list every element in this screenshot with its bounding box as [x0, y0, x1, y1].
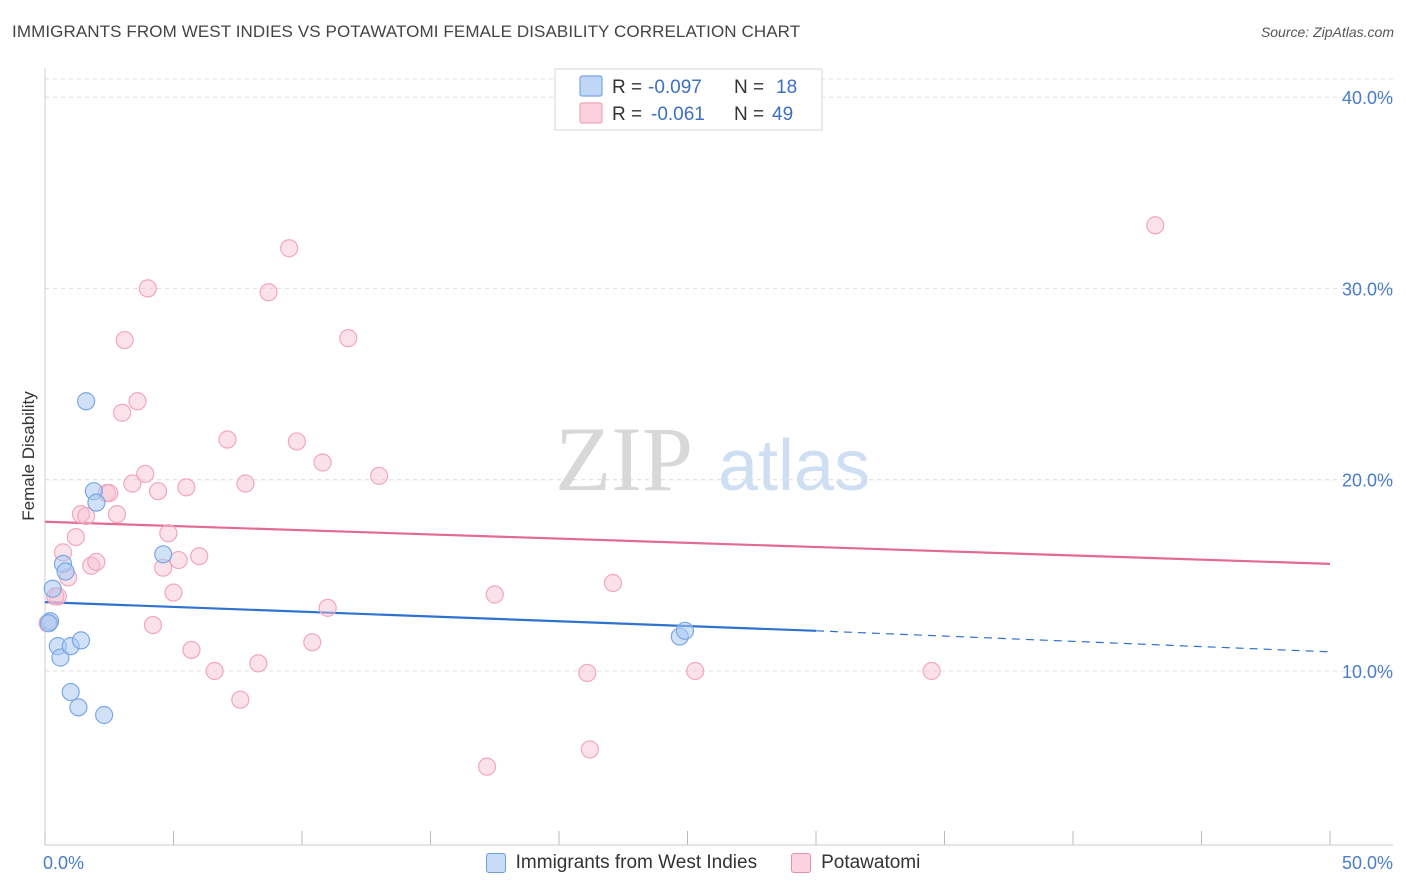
legend-label-west-indies: Immigrants from West Indies	[515, 852, 758, 873]
point-potawatomi	[115, 330, 134, 350]
point-potawatomi	[603, 573, 623, 593]
data-points	[38, 216, 1165, 776]
point-potawatomi	[182, 640, 201, 660]
point-west-indies	[95, 705, 114, 725]
point-potawatomi	[112, 403, 132, 422]
point-potawatomi	[77, 506, 96, 526]
point-potawatomi	[578, 663, 597, 683]
point-potawatomi	[169, 550, 188, 570]
legend-r-value-1: -0.097	[648, 77, 702, 98]
point-potawatomi	[136, 464, 155, 484]
point-potawatomi	[259, 283, 278, 302]
point-potawatomi	[318, 598, 337, 617]
point-west-indies	[56, 562, 75, 581]
point-potawatomi	[477, 757, 497, 776]
axes	[44, 68, 1393, 846]
point-potawatomi	[339, 329, 358, 348]
legend-r-value-2: -0.061	[651, 104, 705, 125]
legend-label-potawatomi: Potawatomi	[821, 852, 921, 873]
series-legend: Immigrants from West Indies Potawatomi	[0, 852, 1406, 874]
chart-source: Source: ZipAtlas.com	[1260, 24, 1394, 40]
trend-line-extension	[815, 630, 1331, 653]
y-tick-label: 40.0%	[1342, 88, 1393, 108]
watermark-atlas: atlas	[718, 426, 870, 506]
point-potawatomi	[177, 478, 196, 497]
point-potawatomi	[249, 654, 268, 673]
point-potawatomi	[205, 661, 224, 681]
legend-swatch-blue	[579, 75, 603, 97]
x-tick-label: 0.0%	[43, 853, 84, 873]
point-potawatomi	[123, 474, 142, 493]
watermark: ZIP atlas	[555, 408, 870, 510]
point-potawatomi	[280, 239, 299, 258]
legend-swatch-west-indies	[485, 853, 506, 873]
trend-line-potawatomi	[44, 520, 1331, 565]
tick-labels: 10.0% 20.0% 30.0% 40.0% 0.0% 50.0%	[43, 88, 1393, 873]
point-potawatomi	[148, 482, 168, 501]
point-potawatomi	[231, 690, 250, 709]
legend-n-value-2: 49	[772, 104, 793, 125]
point-potawatomi	[159, 524, 178, 543]
chart-title: IMMIGRANTS FROM WEST INDIES VS POTAWATOM…	[12, 22, 801, 41]
point-west-indies	[39, 614, 58, 633]
legend-item-west-indies: Immigrants from West Indies	[485, 852, 758, 874]
point-potawatomi	[66, 527, 85, 547]
point-potawatomi	[922, 661, 941, 681]
point-potawatomi	[485, 585, 504, 604]
legend-swatch-potawatomi	[791, 853, 812, 873]
point-potawatomi	[138, 279, 157, 298]
point-potawatomi	[164, 583, 183, 602]
point-potawatomi	[303, 633, 322, 652]
point-west-indies	[69, 698, 88, 717]
point-west-indies	[51, 648, 70, 667]
legend-r-label-2: R =	[612, 104, 642, 125]
point-potawatomi	[370, 466, 389, 485]
legend-item-potawatomi: Potawatomi	[791, 852, 920, 874]
point-potawatomi	[128, 392, 147, 411]
legend-n-label-1: N =	[734, 77, 764, 98]
point-west-indies	[71, 631, 91, 650]
legend-n-label-2: N =	[734, 104, 764, 125]
point-potawatomi	[580, 740, 599, 759]
point-west-indies	[87, 493, 106, 512]
point-potawatomi	[218, 430, 237, 449]
point-potawatomi	[190, 547, 209, 566]
point-west-indies	[154, 545, 173, 564]
stats-legend: R = -0.097 N = 18 R = -0.061 N = 49	[554, 68, 823, 131]
y-tick-label: 10.0%	[1342, 662, 1393, 682]
point-west-indies	[61, 682, 80, 702]
point-potawatomi	[1146, 216, 1165, 235]
point-west-indies	[43, 579, 62, 598]
y-tick-label: 30.0%	[1342, 279, 1393, 299]
point-potawatomi	[313, 453, 332, 472]
point-west-indies	[675, 621, 695, 640]
legend-n-value-1: 18	[776, 77, 797, 98]
point-west-indies	[77, 392, 96, 411]
point-potawatomi	[287, 432, 306, 451]
grid-lines	[45, 78, 1393, 672]
legend-r-label-1: R =	[612, 77, 642, 98]
x-tick-label: 50.0%	[1342, 853, 1393, 873]
point-potawatomi	[686, 661, 705, 681]
legend-swatch-pink	[579, 102, 603, 124]
point-potawatomi	[236, 474, 255, 493]
point-potawatomi	[107, 505, 127, 524]
point-potawatomi	[143, 615, 163, 635]
point-potawatomi	[87, 552, 106, 572]
watermark-zip: ZIP	[555, 408, 693, 510]
y-axis-label: Female Disability	[19, 391, 38, 521]
y-tick-label: 20.0%	[1342, 471, 1393, 491]
